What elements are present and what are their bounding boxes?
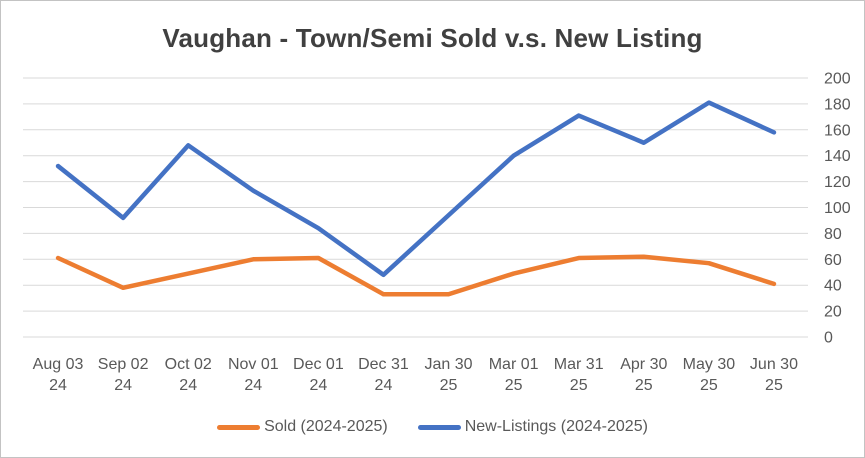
x-axis-category-label: Jun 30: [750, 356, 798, 373]
chart-legend: Sold (2024-2025) New-Listings (2024-2025): [1, 418, 864, 436]
y-axis-tick-label: 100: [824, 200, 851, 217]
x-axis-category-label-year: 25: [700, 377, 718, 394]
y-axis-tick-label: 140: [824, 148, 851, 165]
x-axis-category-label-year: 25: [635, 377, 653, 394]
legend-item-new-listings: New-Listings (2024-2025): [417, 418, 648, 436]
legend-label-sold: Sold (2024-2025): [264, 418, 388, 435]
x-axis-category-label-year: 24: [179, 377, 197, 394]
y-axis-tick-label: 120: [824, 174, 851, 191]
x-axis-category-label: Jan 30: [425, 356, 473, 373]
chart-title: Vaughan - Town/Semi Sold v.s. New Listin…: [162, 23, 703, 53]
x-axis-category-label-year: 25: [765, 377, 783, 394]
x-axis-category-label: Apr 30: [620, 356, 667, 373]
x-axis-category-label: Aug 03: [33, 356, 84, 373]
x-axis-category-label-year: 24: [309, 377, 327, 394]
y-axis-tick-label: 200: [824, 71, 851, 88]
x-axis-category-label-year: 24: [375, 377, 393, 394]
x-axis-category-label: Mar 01: [489, 356, 539, 373]
x-axis-category-label: Dec 31: [358, 356, 409, 373]
x-axis-category-label-year: 24: [114, 377, 132, 394]
x-axis-category-label-year: 24: [244, 377, 262, 394]
y-axis-tick-label: 80: [824, 226, 842, 243]
y-axis-tick-label: 160: [824, 122, 851, 139]
x-axis-category-label-year: 25: [505, 377, 523, 394]
legend-marker-new-listings: [417, 424, 461, 430]
x-axis-category-label-year: 24: [49, 377, 67, 394]
x-axis-category-label: Dec 01: [293, 356, 344, 373]
series-line-new-listings: [55, 100, 777, 278]
series-line-sold: [55, 254, 777, 297]
x-axis-category-label: May 30: [683, 356, 736, 373]
legend-marker-sold: [217, 424, 261, 430]
y-axis-tick-label: 60: [824, 252, 842, 269]
y-axis-tick-label: 0: [824, 330, 833, 347]
x-axis-category-label: Oct 02: [165, 356, 212, 373]
y-axis-tick-label: 180: [824, 96, 851, 113]
legend-item-sold: Sold (2024-2025): [217, 418, 388, 436]
x-axis-category-label-year: 25: [570, 377, 588, 394]
y-axis-tick-label: 20: [824, 304, 842, 321]
x-axis-category-label: Nov 01: [228, 356, 279, 373]
y-axis-tick-label: 40: [824, 278, 842, 295]
legend-label-new-listings: New-Listings (2024-2025): [464, 418, 648, 435]
x-axis-category-label: Sep 02: [98, 356, 149, 373]
x-axis-category-label-year: 25: [440, 377, 458, 394]
x-axis-category-label: Mar 31: [554, 356, 604, 373]
